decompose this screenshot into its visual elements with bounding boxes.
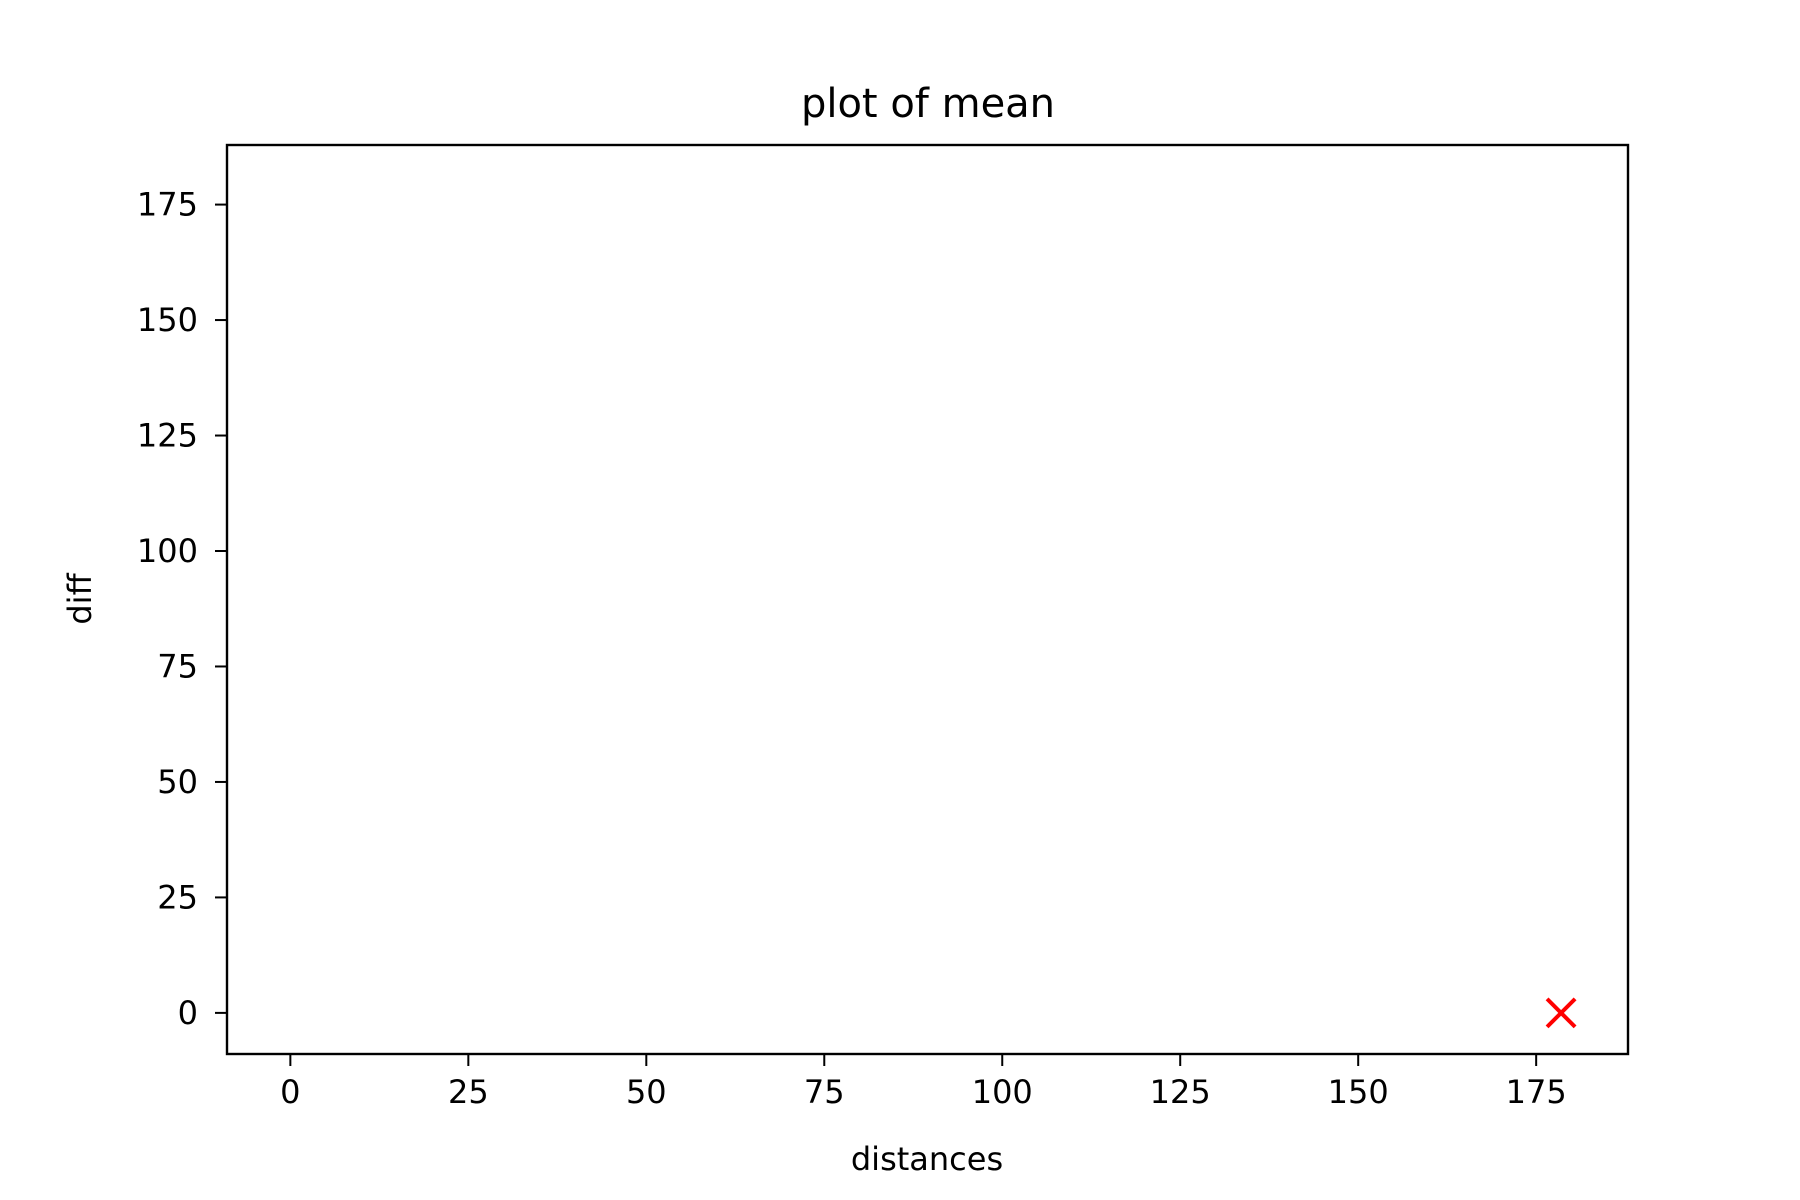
x-axis-label: distances: [851, 1140, 1003, 1178]
y-tick-label: 75: [157, 647, 198, 685]
y-tick-label: 25: [157, 878, 198, 916]
x-tick-label: 100: [972, 1073, 1033, 1111]
y-tick-label: 150: [137, 301, 198, 339]
data-point-x-marker: [1545, 997, 1577, 1029]
x-tick-label: 75: [804, 1073, 845, 1111]
chart-title: plot of mean: [801, 81, 1055, 127]
x-tick-label: 175: [1506, 1073, 1567, 1111]
y-tick-label: 0: [178, 994, 198, 1032]
x-tick-label: 150: [1328, 1073, 1389, 1111]
plot-area: [225, 143, 1630, 1056]
x-axis: 0 25 50 75 100 125 150 175: [280, 1054, 1567, 1111]
y-tick-label: 125: [137, 417, 198, 455]
y-axis: 0 25 50 75 100 125 150 175: [137, 186, 227, 1032]
y-tick-label: 175: [137, 186, 198, 224]
plot-frame: [225, 143, 1630, 1056]
y-axis-label: diff: [61, 572, 99, 624]
data-marks: [1545, 997, 1577, 1029]
x-tick-label: 25: [448, 1073, 489, 1111]
x-marker-stroke: [1545, 997, 1577, 1029]
x-tick-label: 0: [280, 1073, 300, 1111]
y-tick-label: 50: [157, 763, 198, 801]
x-tick-label: 50: [626, 1073, 667, 1111]
y-tick-label: 100: [137, 532, 198, 570]
x-tick-label: 125: [1150, 1073, 1211, 1111]
